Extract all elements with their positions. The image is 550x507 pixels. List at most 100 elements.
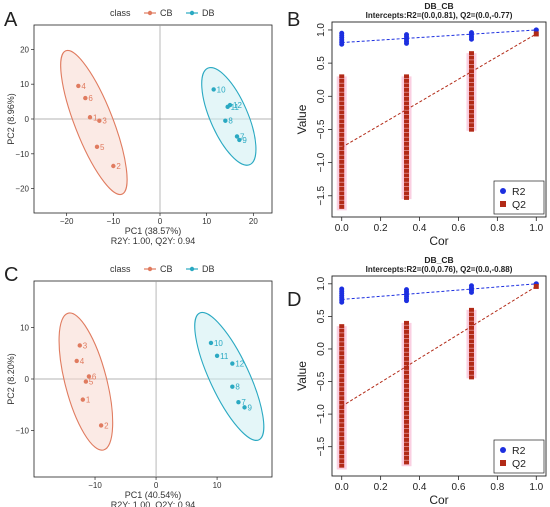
legend-entry: CB (160, 264, 173, 274)
legend-dot (147, 10, 153, 16)
q2-point (404, 96, 410, 101)
q2-point (468, 325, 474, 330)
q2-point (339, 454, 345, 459)
q2-point (404, 365, 410, 370)
q2-point (404, 415, 410, 420)
legend-title: class (110, 8, 131, 18)
q2-point (339, 200, 345, 205)
sample-label: 11 (231, 103, 240, 112)
q2-regression-line (341, 33, 537, 148)
q2-point (468, 78, 474, 83)
sample-label: 1 (86, 396, 91, 405)
r2-point (468, 36, 474, 42)
q2-point (339, 355, 345, 360)
q2-point (468, 321, 474, 326)
sample-label: 7 (240, 132, 245, 141)
q2-point (339, 141, 345, 146)
legend-r2-label: R2 (512, 186, 526, 198)
q2-point (339, 400, 345, 405)
q2-point (339, 191, 345, 196)
q2-point (468, 339, 474, 344)
sample-label: 10 (217, 85, 226, 94)
x-tick-label: 0.8 (490, 482, 504, 493)
q2-point (468, 316, 474, 321)
y-tick-label: −1.0 (316, 404, 327, 424)
x-axis-label: PC1 (38.57%) (125, 226, 182, 236)
q2-point (404, 437, 410, 442)
q2-point (339, 164, 345, 169)
q2-point (339, 128, 345, 133)
sample-label: 6 (88, 94, 93, 103)
legend-q2-marker (500, 201, 506, 207)
q2-regression-line (341, 285, 537, 407)
sample-label: 10 (214, 339, 223, 348)
x-tick-label: 0.6 (452, 482, 466, 493)
q2-point (339, 195, 345, 200)
sample-label: 5 (100, 143, 105, 152)
x-tick-label: 20 (249, 217, 258, 226)
q2-point (468, 348, 474, 353)
q2-point (404, 343, 410, 348)
legend-q2-label: Q2 (512, 458, 526, 470)
q2-point (404, 370, 410, 375)
q2-point (339, 382, 345, 387)
q2-point (468, 100, 474, 105)
sample-label: 6 (92, 372, 97, 381)
y-tick-label: 0.0 (316, 342, 327, 356)
q2-point (404, 191, 410, 196)
q2-point (339, 346, 345, 351)
q2-point (339, 132, 345, 137)
y-tick-label: −10 (15, 150, 29, 159)
x-tick-label: 0.8 (490, 223, 504, 234)
q2-point (404, 150, 410, 155)
q2-point (404, 383, 410, 388)
q2-point (468, 123, 474, 128)
x-tick-label: 0.4 (413, 223, 427, 234)
q2-point (339, 177, 345, 182)
q2-point (339, 396, 345, 401)
q2-point (404, 356, 410, 361)
sample-point-cb (83, 379, 89, 384)
q2-point (339, 432, 345, 437)
q2-point (404, 338, 410, 343)
q2-point (404, 105, 410, 110)
q2-point (404, 406, 410, 411)
x-tick-label: −20 (60, 217, 74, 226)
q2-point (468, 312, 474, 317)
x-tick-label: 0.0 (335, 223, 349, 234)
sample-point-cb (111, 163, 116, 169)
q2-point (404, 401, 410, 406)
q2-point (339, 351, 345, 356)
sample-point-cb (87, 115, 93, 120)
q2-point (339, 337, 345, 342)
plot-frame (331, 275, 547, 477)
q2-point (468, 307, 474, 312)
x-tick-label: 0 (158, 217, 163, 226)
q2-point (404, 182, 410, 187)
q2-point (404, 101, 410, 106)
q2-point (468, 370, 474, 375)
x-axis-label: Cor (429, 493, 448, 507)
sample-point-cb (74, 358, 79, 364)
q2-point (339, 87, 345, 92)
x-tick-label: 0 (154, 481, 159, 490)
q2-point (404, 119, 410, 124)
sample-point-db (236, 400, 241, 405)
x-tick-label: 0.6 (452, 223, 466, 234)
q2-point (468, 361, 474, 366)
q2-point (404, 128, 410, 133)
q2-point (339, 182, 345, 187)
sample-point-cb (97, 118, 102, 123)
q2-point (468, 352, 474, 357)
legend-box (493, 180, 545, 215)
model-stats-caption: R2Y: 1.00, Q2Y: 0.94 (111, 500, 196, 507)
legend-r2-label: R2 (512, 445, 526, 457)
q2-point (339, 146, 345, 151)
q2-point (468, 55, 474, 60)
y-tick-label: −10 (15, 427, 29, 436)
q2-point (404, 123, 410, 128)
sample-point-db (214, 353, 220, 358)
sample-label: 9 (248, 403, 253, 412)
q2-point (339, 186, 345, 191)
